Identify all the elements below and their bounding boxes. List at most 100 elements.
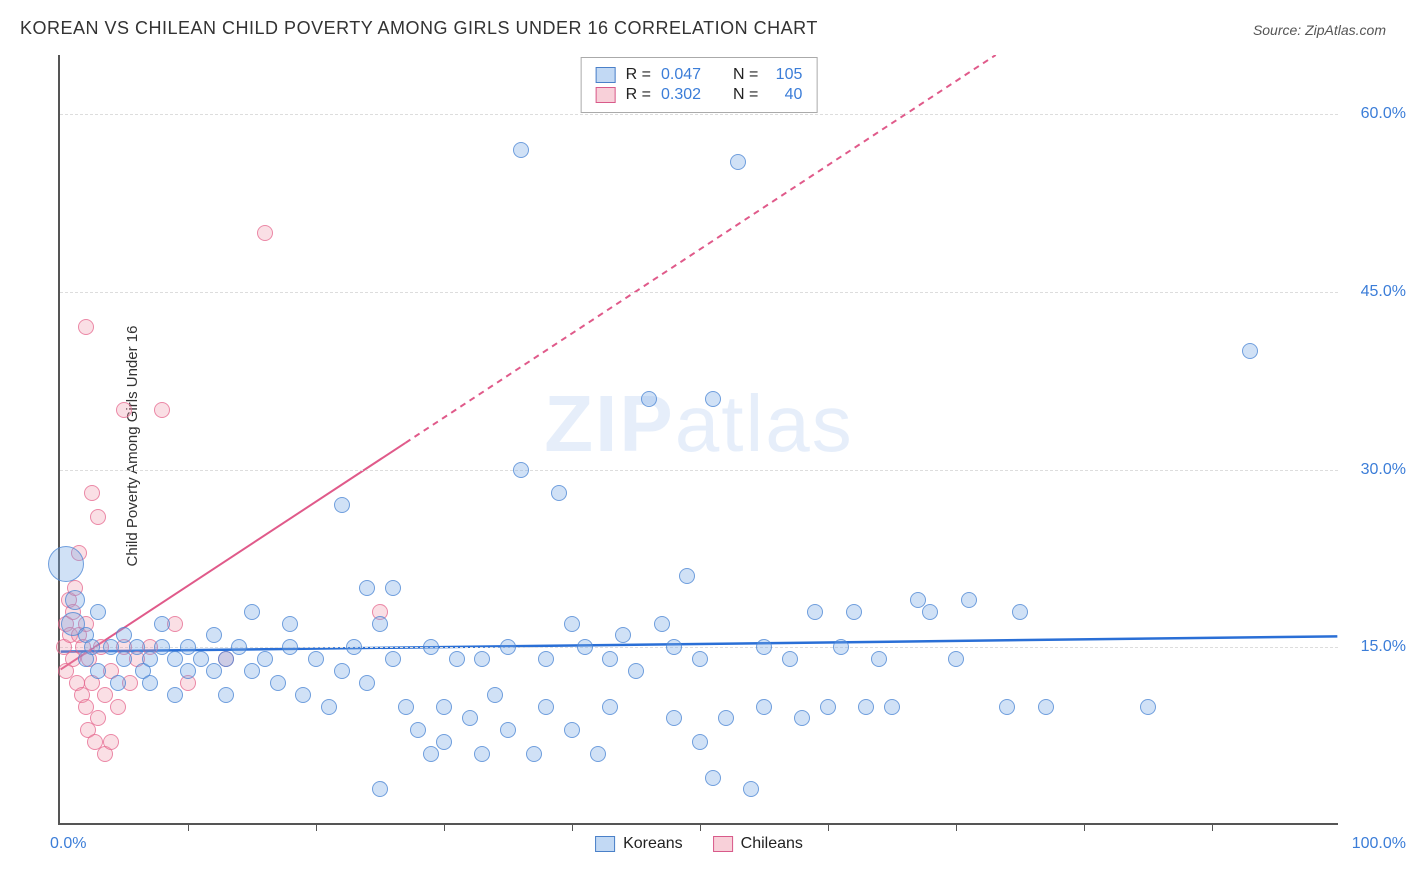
data-point — [103, 734, 119, 750]
data-point — [794, 710, 810, 726]
legend-label: Koreans — [623, 835, 683, 853]
data-point — [295, 687, 311, 703]
data-point — [487, 687, 503, 703]
data-point — [538, 699, 554, 715]
data-point — [513, 462, 529, 478]
data-point — [513, 142, 529, 158]
x-tick — [956, 823, 957, 831]
chart-title: KOREAN VS CHILEAN CHILD POVERTY AMONG GI… — [20, 18, 818, 39]
data-point — [385, 580, 401, 596]
data-point — [48, 546, 84, 582]
data-point — [590, 746, 606, 762]
data-point — [961, 592, 977, 608]
data-point — [103, 639, 119, 655]
gridline — [60, 470, 1338, 471]
data-point — [90, 710, 106, 726]
data-point — [462, 710, 478, 726]
data-point — [858, 699, 874, 715]
n-label: N = — [733, 86, 758, 104]
data-point — [180, 663, 196, 679]
data-point — [615, 627, 631, 643]
y-tick-label: 30.0% — [1361, 461, 1406, 479]
data-point — [231, 639, 247, 655]
data-point — [1012, 604, 1028, 620]
data-point — [116, 627, 132, 643]
data-point — [78, 319, 94, 335]
data-point — [167, 651, 183, 667]
data-point — [538, 651, 554, 667]
data-point — [641, 391, 657, 407]
data-point — [474, 651, 490, 667]
data-point — [97, 687, 113, 703]
data-point — [871, 651, 887, 667]
data-point — [564, 616, 580, 632]
x-tick — [444, 823, 445, 831]
data-point — [84, 639, 100, 655]
legend-stats: R =0.047N =105R =0.302N =40 — [581, 57, 818, 113]
data-point — [90, 663, 106, 679]
data-point — [692, 651, 708, 667]
data-point — [84, 485, 100, 501]
data-point — [244, 663, 260, 679]
data-point — [142, 651, 158, 667]
x-tick — [700, 823, 701, 831]
x-tick — [1212, 823, 1213, 831]
data-point — [218, 687, 234, 703]
data-point — [602, 699, 618, 715]
x-tick — [828, 823, 829, 831]
data-point — [116, 651, 132, 667]
legend-swatch — [595, 836, 615, 852]
data-point — [90, 509, 106, 525]
data-point — [359, 675, 375, 691]
data-point — [705, 391, 721, 407]
x-tick — [572, 823, 573, 831]
data-point — [756, 699, 772, 715]
data-point — [346, 639, 362, 655]
data-point — [602, 651, 618, 667]
data-point — [110, 675, 126, 691]
n-value: 105 — [768, 66, 802, 84]
gridline — [60, 114, 1338, 115]
legend-swatch — [596, 87, 616, 103]
data-point — [743, 781, 759, 797]
legend-series: Koreans Chileans — [595, 835, 803, 853]
data-point — [449, 651, 465, 667]
watermark: ZIPatlas — [544, 378, 853, 470]
data-point — [654, 616, 670, 632]
data-point — [282, 639, 298, 655]
data-point — [910, 592, 926, 608]
data-point — [1242, 343, 1258, 359]
data-point — [564, 722, 580, 738]
data-point — [206, 627, 222, 643]
legend-label: Chileans — [741, 835, 803, 853]
data-point — [666, 639, 682, 655]
data-point — [782, 651, 798, 667]
data-point — [526, 746, 542, 762]
r-value: 0.047 — [661, 66, 701, 84]
data-point — [218, 651, 234, 667]
source-label: Source: ZipAtlas.com — [1253, 22, 1386, 38]
data-point — [692, 734, 708, 750]
gridline — [60, 292, 1338, 293]
data-point — [116, 402, 132, 418]
data-point — [410, 722, 426, 738]
data-point — [500, 722, 516, 738]
data-point — [551, 485, 567, 501]
data-point — [756, 639, 772, 655]
data-point — [129, 639, 145, 655]
y-tick-label: 60.0% — [1361, 105, 1406, 123]
data-point — [154, 402, 170, 418]
data-point — [948, 651, 964, 667]
data-point — [372, 616, 388, 632]
data-point — [180, 639, 196, 655]
data-point — [679, 568, 695, 584]
data-point — [666, 710, 682, 726]
data-point — [807, 604, 823, 620]
data-point — [436, 699, 452, 715]
plot-area: ZIPatlas R =0.047N =105R =0.302N =40 Kor… — [58, 55, 1338, 825]
data-point — [244, 604, 260, 620]
data-point — [1038, 699, 1054, 715]
data-point — [730, 154, 746, 170]
data-point — [398, 699, 414, 715]
data-point — [65, 590, 85, 610]
